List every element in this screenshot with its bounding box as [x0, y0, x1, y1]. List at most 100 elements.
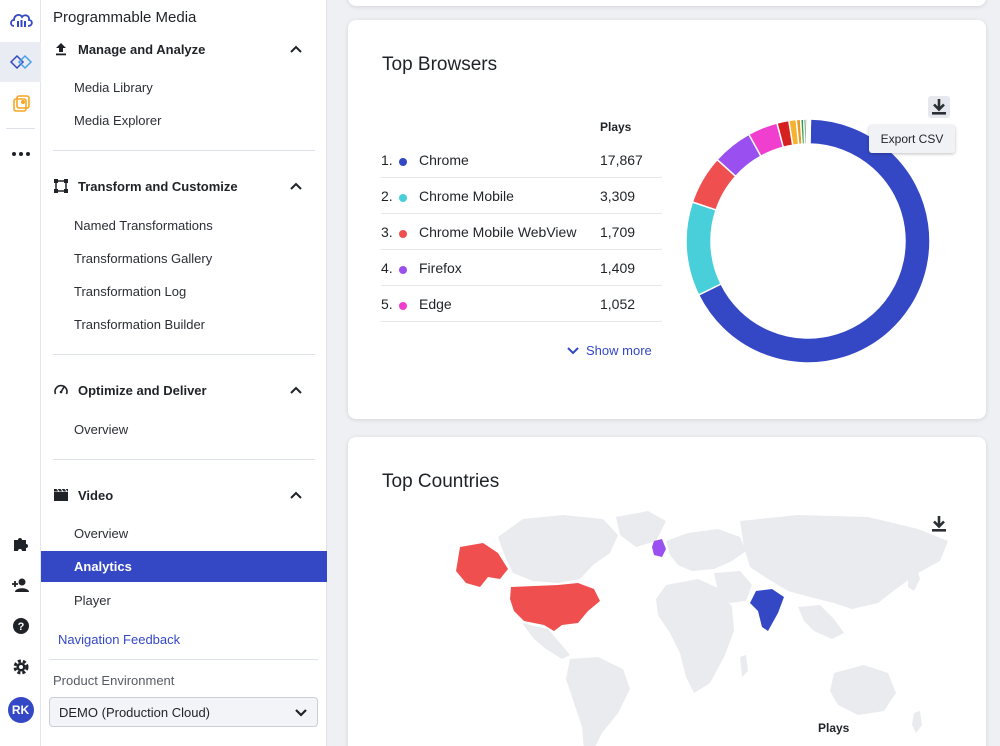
environment-value: DEMO (Production Cloud) [59, 704, 210, 720]
settings-gear-icon[interactable] [0, 647, 41, 687]
donut-slice[interactable] [808, 118, 812, 145]
donut-slice[interactable] [697, 118, 931, 364]
sidebar-item-transformation-log[interactable]: Transformation Log [74, 284, 187, 299]
environment-label: Product Environment [53, 673, 175, 688]
map-united-states [510, 583, 600, 631]
chevron-up-icon[interactable] [289, 179, 303, 193]
download-icon[interactable] [928, 96, 950, 118]
add-ons-puzzle-icon[interactable] [0, 524, 41, 564]
main-content: Top Browsers Plays 1. Chrome 17,867 2. Chrom… [327, 0, 1000, 746]
environment-select[interactable]: DEMO (Production Cloud) [49, 697, 318, 727]
svg-text:?: ? [17, 621, 24, 633]
map-legend-plays-label: Plays [818, 721, 850, 735]
map-greenland [616, 511, 666, 547]
help-icon[interactable]: ? [0, 606, 41, 646]
section-label: Video [78, 487, 114, 503]
card-title: Top Browsers [382, 54, 498, 75]
user-avatar[interactable]: RK [0, 690, 41, 730]
product-title: Programmable Media [53, 9, 197, 26]
map-asia [740, 515, 948, 609]
section-transform-and-customize[interactable]: Transform and Customize [41, 171, 327, 201]
speedometer-icon [54, 384, 68, 395]
sidebar-item-analytics[interactable]: Analytics [41, 551, 327, 582]
browser-rank: 2. [381, 188, 393, 204]
chevron-down-icon [567, 346, 579, 354]
browser-plays: 1,052 [600, 296, 636, 312]
map-north-america [498, 515, 618, 583]
previous-card [348, 0, 986, 6]
top-countries-card: Top Countries [348, 437, 986, 746]
sidebar-item-media-library[interactable]: Media Library [74, 80, 153, 95]
sidebar-item-player[interactable]: Player [74, 593, 111, 608]
browser-plays: 3,309 [600, 188, 636, 204]
map-japan [908, 565, 920, 591]
browser-color-dot [399, 230, 407, 238]
rail-divider [6, 128, 35, 129]
map-europe [666, 529, 746, 571]
browser-color-dot [399, 194, 407, 202]
browser-row: 1. Chrome 17,867 [381, 142, 662, 178]
browser-row: 4. Firefox 1,409 [381, 250, 662, 286]
map-new-zealand [912, 711, 922, 733]
browser-rank: 3. [381, 224, 393, 240]
browser-plays: 17,867 [600, 152, 643, 168]
world-map [456, 511, 948, 746]
chevron-up-icon[interactable] [289, 42, 303, 56]
sidebar-item-named-transformations[interactable]: Named Transformations [74, 218, 213, 233]
section-divider [49, 659, 318, 660]
browser-name: Edge [419, 296, 452, 312]
section-divider [53, 150, 315, 151]
top-browsers-card: Top Browsers Plays 1. Chrome 17,867 2. Chrom… [348, 20, 986, 419]
browser-plays: 1,709 [600, 224, 636, 240]
cloudinary-logo-icon[interactable] [0, 0, 41, 40]
show-more-button[interactable]: Show more [566, 343, 652, 358]
browser-rank: 1. [381, 152, 393, 168]
browser-color-dot [399, 158, 407, 166]
donut-slice[interactable] [685, 201, 723, 297]
browser-color-dot [399, 302, 407, 310]
browser-rank: 5. [381, 296, 393, 312]
digital-asset-management-icon[interactable] [0, 84, 41, 124]
app-rail: ? RK [0, 0, 41, 746]
section-label: Manage and Analyze [78, 41, 206, 57]
sidebar-item-transformation-builder[interactable]: Transformation Builder [74, 317, 206, 332]
map-central-america [522, 623, 570, 659]
video-clapper-icon [54, 488, 68, 501]
card-title: Top Countries [382, 471, 500, 492]
invite-user-icon[interactable] [0, 565, 41, 605]
map-southeast-asia [798, 605, 844, 639]
chevron-down-icon [295, 709, 307, 717]
section-optimize-and-deliver[interactable]: Optimize and Deliver [41, 375, 327, 405]
section-manage-and-analyze[interactable]: Manage and Analyze [41, 34, 327, 64]
browser-plays: 1,409 [600, 260, 636, 276]
section-video[interactable]: Video [41, 480, 327, 510]
navigation-sidebar: Programmable Media Manage and Analyze Me… [41, 0, 327, 746]
map-madagascar [740, 655, 748, 677]
navigation-feedback-link[interactable]: Navigation Feedback [58, 632, 181, 647]
map-south-america [566, 657, 630, 746]
sidebar-item-media-explorer[interactable]: Media Explorer [74, 113, 162, 128]
chevron-up-icon[interactable] [289, 383, 303, 397]
programmable-media-icon[interactable] [0, 42, 41, 82]
plays-column-header: Plays [600, 120, 632, 134]
download-icon[interactable] [928, 513, 950, 535]
browsers-donut-chart [685, 118, 931, 364]
transform-crop-icon [54, 179, 68, 193]
map-india [750, 589, 784, 631]
sidebar-item-optimize-overview[interactable]: Overview [74, 422, 129, 437]
chevron-up-icon[interactable] [289, 488, 303, 502]
browser-name: Chrome [419, 152, 469, 168]
browser-color-dot [399, 266, 407, 274]
browser-rank: 4. [381, 260, 393, 276]
avatar-initials: RK [7, 697, 34, 723]
sidebar-item-video-overview[interactable]: Overview [74, 526, 129, 541]
upload-icon [56, 43, 66, 56]
sidebar-item-transformations-gallery[interactable]: Transformations Gallery [74, 251, 213, 266]
show-more-label: Show more [586, 343, 652, 358]
more-icon[interactable] [0, 134, 41, 174]
section-label: Optimize and Deliver [78, 382, 207, 398]
browser-name: Chrome Mobile WebView [419, 224, 577, 240]
section-divider [53, 459, 315, 460]
browser-row: 2. Chrome Mobile 3,309 [381, 178, 662, 214]
section-divider [53, 354, 315, 355]
